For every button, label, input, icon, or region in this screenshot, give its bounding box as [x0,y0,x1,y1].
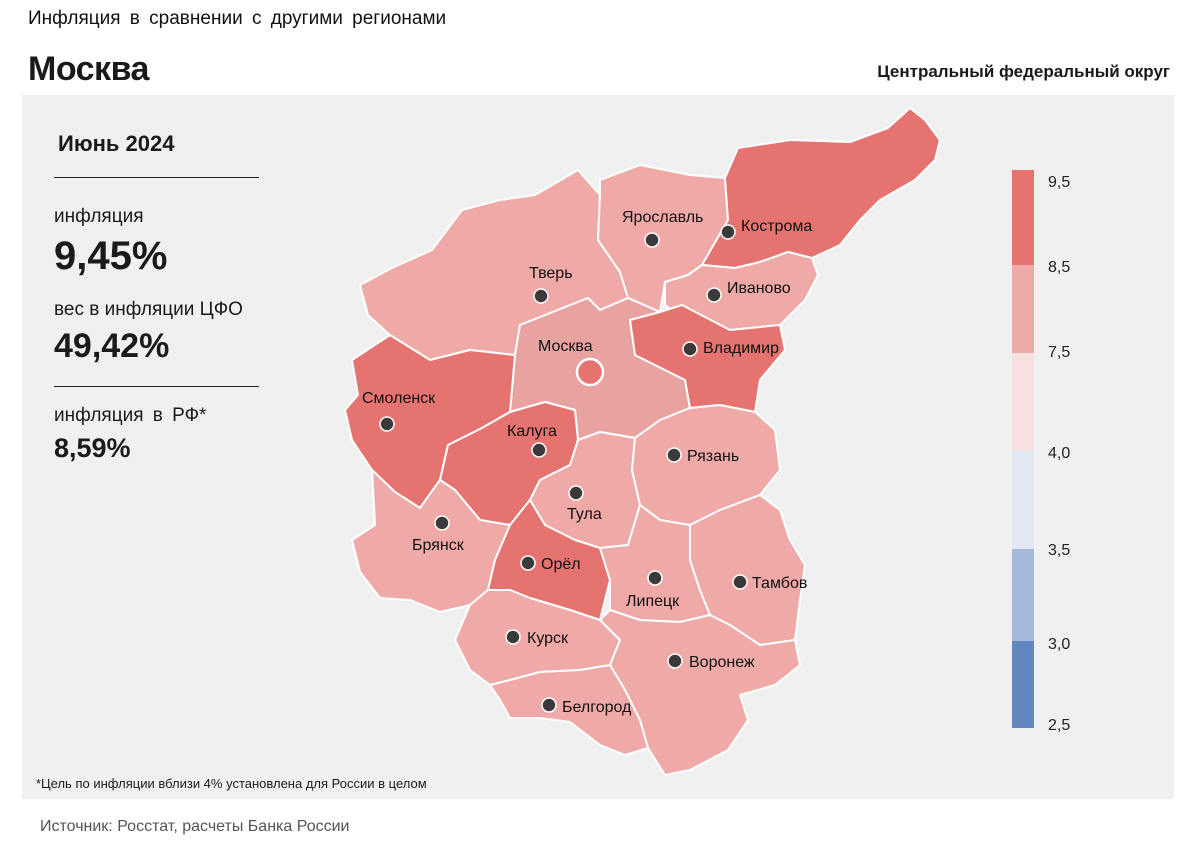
city-marker-bryansk [434,515,450,531]
city-label-tula: Тула [567,506,602,523]
city-label-lipetsk: Липецк [626,593,680,610]
city-label-kostroma: Кострома [741,218,812,235]
city-marker-vladimir [682,341,698,357]
legend-tick-3-0: 3,0 [1048,636,1070,653]
city-marker-belgorod [541,697,557,713]
moscow-highlight-marker[interactable] [575,357,605,387]
legend-tick-7-5: 7,5 [1048,344,1070,361]
legend-bin-3-0-3-5 [1012,549,1034,641]
region-kostroma [701,107,941,269]
city-marker-lipetsk [647,570,663,586]
legend-tick-4-0: 4,0 [1048,445,1070,462]
weight-value: 49,42% [54,327,259,387]
city-marker-kostroma [720,224,736,240]
city-label-tver: Тверь [529,265,573,282]
city-marker-tver [533,288,549,304]
city-label-vladimir: Владимир [703,340,779,357]
legend-bin-2-5-3-0 [1012,641,1034,728]
legend-bin-7-5-8-5 [1012,265,1034,353]
source-note: Источник: Росстат, расчеты Банка России [40,818,350,835]
city-label-kaluga: Калуга [507,423,557,440]
legend-bin-8-5-9-5 [1012,170,1034,265]
legend-bin-4-0-7-5 [1012,353,1034,451]
inflation-label: инфляция [54,206,144,227]
city-label-smolensk: Смоленск [362,390,436,407]
city-marker-smolensk [379,416,395,432]
region-ivanovo [664,251,819,331]
info-block: Июнь 2024 инфляция 9,45% вес в инфляции … [54,131,259,464]
city-label-moscow: Москва [538,338,593,355]
district-title: Центральный федеральный округ [877,62,1170,81]
period-label: Июнь 2024 [54,131,259,178]
region-vladimir [629,304,786,413]
legend-tick-9-5: 9,5 [1048,174,1070,191]
rf-inflation-value: 8,59% [54,433,131,463]
city-marker-kursk [505,629,521,645]
city-label-ryazan: Рязань [687,448,739,465]
weight-label: вес в инфляции ЦФО [54,299,243,320]
city-marker-kaluga [531,442,547,458]
chart-subtitle: Инфляция в сравнении с другими регионами [28,8,447,29]
city-marker-ivanovo [706,287,722,303]
city-label-ivanovo: Иваново [727,280,791,297]
city-label-belgorod: Белгород [562,699,632,716]
legend-tick-8-5: 8,5 [1048,259,1070,276]
city-marker-ryazan [666,447,682,463]
city-label-kursk: Курск [527,630,569,647]
legend-scale: 9,5 8,5 7,5 4,0 3,5 3,0 2,5 [1012,170,1070,734]
city-marker-tambov [732,574,748,590]
city-marker-tula [568,485,584,501]
region-title: Москва [28,50,149,88]
rf-inflation-label: инфляция в РФ* [54,405,207,426]
city-marker-voronezh [667,653,683,669]
legend-tick-2-5: 2,5 [1048,717,1070,734]
region-tambov [689,494,806,646]
city-label-bryansk: Брянск [412,537,465,554]
legend-tick-3-5: 3,5 [1048,542,1070,559]
footnote: *Цель по инфляции вблизи 4% установлена … [36,776,427,791]
city-label-orel: Орёл [541,556,581,573]
city-label-yaroslavl: Ярославль [622,209,703,226]
city-label-tambov: Тамбов [752,575,807,592]
city-marker-orel [520,555,536,571]
city-label-voronezh: Воронеж [689,654,755,671]
inflation-value: 9,45% [54,234,168,278]
legend-bin-3-5-4-0 [1012,451,1034,549]
region-belgorod [489,664,649,756]
city-marker-yaroslavl [644,232,660,248]
